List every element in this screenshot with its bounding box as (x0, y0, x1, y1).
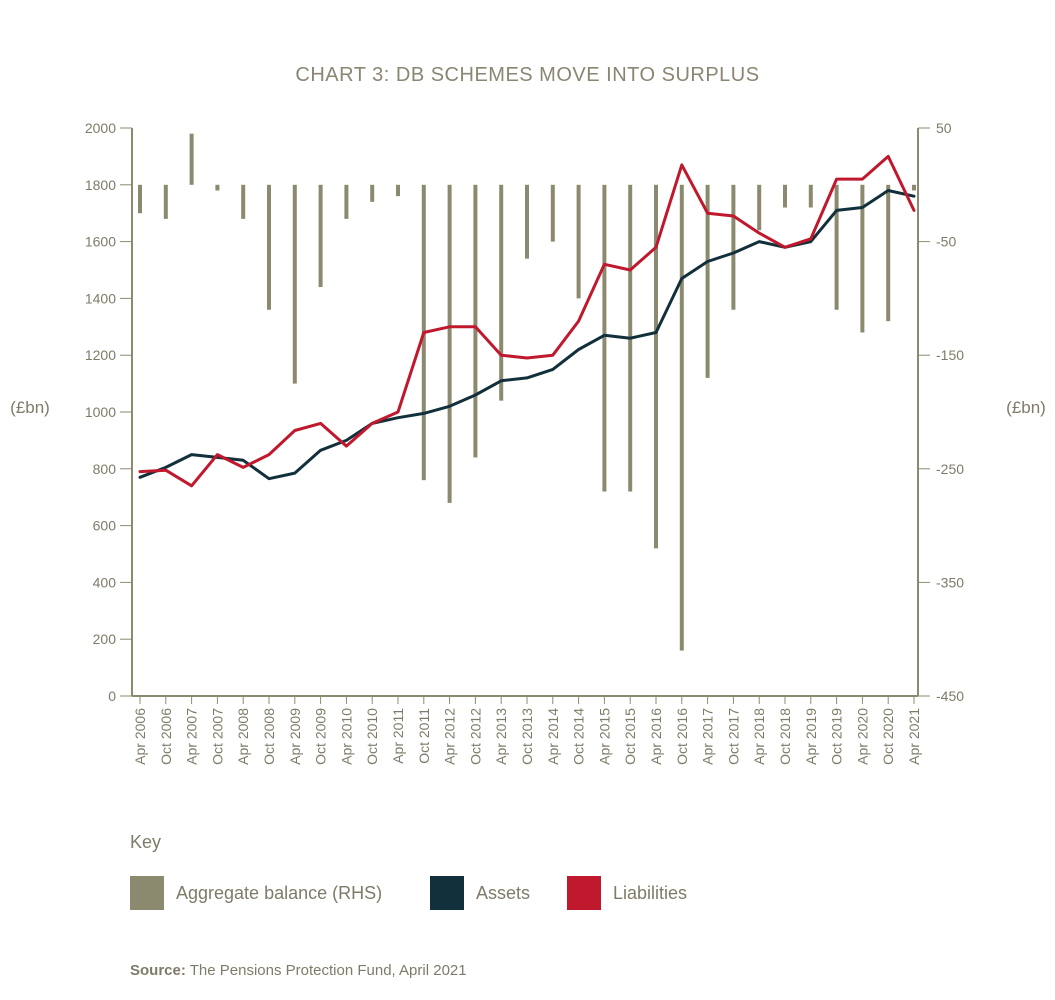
x-tick-label: Apr 2008 (235, 708, 251, 765)
axes-layer (120, 127, 930, 704)
y-tick-label-right: -350 (936, 574, 964, 590)
balance-bar (447, 184, 452, 503)
balance-bar (550, 184, 555, 242)
key-label-liabilities: Liabilities (613, 882, 688, 903)
key-swatch-assets (430, 876, 464, 910)
y-tick-label-left: 400 (93, 574, 117, 590)
x-tick-label: Apr 2007 (184, 708, 200, 765)
x-tick-label: Oct 2013 (519, 708, 535, 765)
x-tick-label: Oct 2017 (725, 708, 741, 765)
x-tick-label: Apr 2020 (854, 708, 870, 765)
y-tick-label-left: 800 (93, 461, 117, 477)
balance-bar (215, 184, 220, 191)
x-tick-label: Apr 2014 (545, 708, 561, 765)
x-tick-label: Oct 2012 (467, 708, 483, 765)
y-tick-label-left: 1800 (85, 177, 116, 193)
x-tick-label: Apr 2015 (596, 708, 612, 765)
balance-bar (834, 184, 839, 310)
source-prefix: Source: (130, 962, 186, 979)
balance-bar (473, 184, 478, 458)
balance-bar (344, 184, 349, 219)
balance-bar (731, 184, 736, 310)
x-tick-label: Apr 2019 (803, 708, 819, 765)
y-axis-title-left: (£bn) (10, 398, 50, 417)
y-tick-label-left: 2000 (85, 120, 116, 136)
balance-bar (241, 184, 246, 219)
x-tick-label: Apr 2016 (648, 708, 664, 765)
balance-bar (396, 184, 400, 197)
key-label-assets: Assets (476, 882, 531, 903)
balance-bar (757, 184, 762, 231)
balance-bar (499, 184, 504, 401)
x-tick-label: Apr 2017 (700, 708, 716, 765)
balance-bar (525, 184, 529, 259)
balance-bar (783, 184, 787, 208)
key-swatch-liabilities (567, 876, 601, 910)
y-tick-label-left: 1400 (85, 290, 116, 306)
y-tick-label-right: 50 (936, 120, 952, 136)
key-item-liabilities: Liabilities (567, 876, 687, 910)
balance-bar (292, 184, 297, 384)
y-tick-label-right: -450 (936, 688, 964, 704)
lines-layer (138, 154, 916, 488)
x-tick-label: Apr 2013 (493, 708, 509, 765)
x-tick-label: Oct 2010 (364, 708, 380, 765)
key-title: Key (130, 832, 162, 852)
chart-title: CHART 3: DB SCHEMES MOVE INTO SURPLUS (295, 64, 760, 86)
x-tick-label: Oct 2011 (416, 708, 432, 764)
balance-bar (267, 184, 271, 310)
balance-bar (705, 184, 710, 378)
key-label-balance: Aggregate balance (RHS) (176, 882, 383, 903)
x-tick-label: Oct 2009 (313, 708, 329, 765)
x-tick-label: Oct 2016 (674, 708, 690, 765)
y-tick-label-right: -50 (936, 234, 956, 250)
source-note: Source: The Pensions Protection Fund, Ap… (130, 962, 467, 979)
bars-layer (138, 133, 916, 651)
y-tick-label-left: 0 (108, 688, 116, 704)
y-axis-title-right: (£bn) (1006, 398, 1046, 417)
balance-bar (860, 184, 865, 333)
x-tick-label: Apr 2010 (338, 708, 354, 765)
liabilitiesline (138, 154, 916, 488)
x-tick-label: Apr 2006 (132, 708, 148, 765)
x-tick-label: Oct 2018 (777, 708, 793, 765)
y-tick-label-left: 1000 (85, 404, 116, 420)
x-tick-label: Apr 2009 (287, 708, 303, 765)
labels-layer: 0 200 400 600 800 1000 1200 1400 1600 1800 2000 -45… (10, 120, 1046, 765)
x-tick-label: Apr 2011 (390, 708, 406, 764)
key-item-balance: Aggregate balance (RHS) (130, 876, 382, 910)
balance-bar (370, 184, 375, 202)
y-tick-label-left: 1600 (85, 234, 116, 250)
balance-bar (163, 184, 168, 219)
y-tick-label-left: 200 (93, 631, 117, 647)
x-tick-label: Oct 2019 (829, 708, 845, 765)
balance-bar (576, 184, 581, 299)
y-tick-label-left: 1200 (85, 347, 116, 363)
balance-bar (602, 184, 607, 492)
y-tick-label-left: 600 (93, 518, 117, 534)
y-tick-label-right: -150 (936, 347, 964, 363)
x-tick-label: Oct 2020 (880, 708, 896, 765)
key-swatch-balance (130, 876, 164, 910)
x-tick-label: Oct 2007 (209, 708, 225, 765)
x-tick-label: Oct 2014 (571, 708, 587, 765)
balance-bar (318, 184, 323, 288)
balance-bar (138, 184, 142, 214)
x-tick-label: Oct 2006 (158, 708, 174, 765)
x-tick-label: Apr 2018 (751, 708, 767, 765)
x-tick-label: Oct 2015 (622, 708, 638, 765)
balance-bar (654, 184, 658, 549)
x-tick-label: Apr 2012 (442, 708, 458, 765)
balance-bar (679, 184, 684, 651)
key-item-assets: Assets (430, 876, 530, 910)
x-tick-label: Apr 2021 (906, 708, 922, 765)
balance-bar (912, 184, 916, 191)
y-tick-label-right: -250 (936, 461, 964, 477)
balance-bar (189, 133, 194, 185)
balance-bar (886, 184, 891, 322)
source-text: The Pensions Protection Fund, April 2021 (189, 962, 467, 979)
balance-bar (808, 184, 813, 208)
x-tick-label: Oct 2008 (261, 708, 277, 765)
